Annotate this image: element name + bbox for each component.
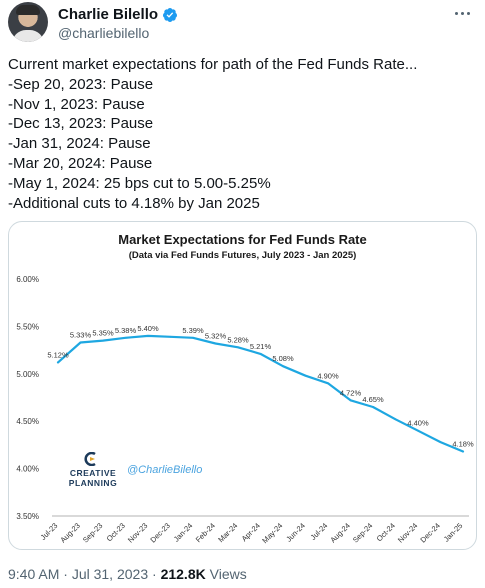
tweet-time[interactable]: 9:40 AM bbox=[8, 566, 60, 582]
tweet-line: -Sep 20, 2023: Pause bbox=[8, 75, 154, 93]
x-tick-label: Feb-24 bbox=[194, 521, 217, 544]
avatar[interactable] bbox=[8, 2, 48, 42]
logo-text-line-2: PLANNING bbox=[68, 477, 118, 488]
data-label: 5.39% bbox=[182, 326, 204, 335]
chart-image-card[interactable]: Market Expectations for Fed Funds Rate (… bbox=[8, 221, 477, 550]
data-label: 4.90% bbox=[317, 371, 339, 380]
data-point bbox=[237, 346, 239, 349]
tweet-line: -May 1, 2024: 25 bps cut to 5.00-5.25% bbox=[8, 174, 271, 192]
footer-separator: · bbox=[63, 566, 68, 582]
chart-title: Market Expectations for Fed Funds Rate bbox=[118, 232, 367, 247]
data-label: 4.40% bbox=[407, 419, 429, 428]
tweet-line: -Mar 20, 2024: Pause bbox=[8, 154, 153, 172]
data-point bbox=[102, 339, 104, 342]
x-tick-label: Nov-23 bbox=[126, 521, 149, 544]
data-point bbox=[124, 336, 127, 339]
data-point bbox=[327, 382, 329, 385]
data-point bbox=[282, 365, 284, 368]
data-point bbox=[439, 441, 442, 443]
chart-subtitle: (Data via Fed Funds Futures, July 2023 -… bbox=[128, 250, 357, 261]
tweet-text: Current market expectations for path of … bbox=[8, 55, 478, 213]
tweet-footer: 9:40 AM · Jul 31, 2023 · 212.8K Views bbox=[8, 566, 247, 582]
x-tick-label: Jan-25 bbox=[442, 521, 465, 544]
chart-plot: 6.00%5.50%5.00%4.50%4.00%3.50%Jul-23 Aug-… bbox=[16, 275, 474, 545]
tweet-date[interactable]: Jul 31, 2023 bbox=[71, 566, 149, 582]
data-point bbox=[394, 418, 397, 421]
x-tick-label: Jul-24 bbox=[309, 521, 330, 542]
y-tick-label: 5.50% bbox=[16, 322, 39, 331]
x-tick-label: Sep-23 bbox=[81, 521, 104, 544]
data-point bbox=[214, 342, 217, 345]
data-label: 5.40% bbox=[137, 324, 159, 333]
logo-mark-icon bbox=[84, 452, 96, 466]
data-point bbox=[147, 334, 149, 337]
data-label: 5.35% bbox=[92, 329, 114, 338]
x-tick-label: Dec-23 bbox=[148, 521, 171, 544]
data-label: 5.28% bbox=[227, 335, 249, 344]
data-point bbox=[57, 361, 59, 364]
tweet-line: Current market expectations for path of … bbox=[8, 56, 418, 73]
x-tick-label: Jul-23 bbox=[39, 521, 60, 542]
x-tick-label: Aug-24 bbox=[328, 521, 351, 544]
tweet-line: -Nov 1, 2023: Pause bbox=[8, 95, 145, 113]
author-handle[interactable]: @charliebilello bbox=[58, 25, 150, 41]
footer-separator: · bbox=[152, 566, 157, 582]
views-label: Views bbox=[209, 566, 247, 582]
creative-planning-logo: CREATIVE PLANNING bbox=[59, 452, 129, 494]
logo-text: CREATIVE PLANNING bbox=[59, 468, 127, 488]
x-tick-label: Apr-24 bbox=[240, 521, 262, 543]
data-label: 5.12% bbox=[47, 350, 69, 359]
avatar-hair bbox=[16, 5, 40, 15]
x-tick-label: Mar-24 bbox=[216, 521, 239, 544]
watermark-handle: @CharlieBilello bbox=[127, 464, 203, 476]
data-point bbox=[372, 406, 374, 408]
data-point bbox=[304, 374, 307, 377]
x-tick-label: Nov-24 bbox=[396, 521, 419, 544]
more-options-icon[interactable] bbox=[451, 6, 473, 20]
author-name[interactable]: Charlie Bilello bbox=[58, 6, 159, 23]
verified-badge-icon bbox=[163, 7, 178, 22]
data-label: 4.18% bbox=[452, 440, 474, 449]
y-tick-label: 5.00% bbox=[16, 370, 39, 379]
tweet-header: Charlie Bilello @charliebilello bbox=[8, 2, 477, 50]
y-tick-label: 4.00% bbox=[16, 465, 39, 474]
data-point bbox=[79, 341, 82, 344]
data-label: 5.21% bbox=[250, 342, 272, 351]
x-tick-label: Sep-24 bbox=[351, 521, 374, 544]
data-label: 5.38% bbox=[115, 326, 137, 335]
x-tick-label: Dec-24 bbox=[418, 521, 441, 544]
views-count: 212.8K bbox=[160, 566, 206, 582]
data-point bbox=[462, 450, 464, 453]
data-label: 4.65% bbox=[362, 395, 384, 404]
data-point bbox=[259, 352, 262, 355]
avatar-shirt bbox=[12, 30, 44, 42]
x-tick-label: May-24 bbox=[260, 521, 284, 545]
y-tick-label: 4.50% bbox=[16, 417, 39, 426]
data-label: 5.33% bbox=[70, 331, 92, 340]
data-label: 4.72% bbox=[340, 388, 362, 397]
x-tick-label: Aug-23 bbox=[58, 521, 81, 544]
logo-text-line-1: CREATIVE bbox=[69, 468, 117, 478]
data-label: 5.08% bbox=[272, 354, 294, 363]
author-name-row: Charlie Bilello bbox=[58, 6, 178, 23]
data-point bbox=[349, 399, 352, 402]
data-point bbox=[169, 335, 172, 338]
data-label: 5.32% bbox=[205, 331, 227, 340]
data-point bbox=[417, 429, 419, 432]
x-tick-label: Oct-24 bbox=[375, 521, 397, 543]
x-tick-label: Jun-24 bbox=[284, 521, 307, 544]
data-point bbox=[192, 336, 194, 339]
y-tick-label: 6.00% bbox=[16, 275, 39, 284]
x-tick-label: Oct-23 bbox=[105, 521, 127, 543]
y-tick-label: 3.50% bbox=[16, 512, 39, 521]
tweet-line: -Additional cuts to 4.18% by Jan 2025 bbox=[8, 194, 260, 212]
tweet-line: -Dec 13, 2023: Pause bbox=[8, 115, 154, 133]
x-tick-label: Jan-24 bbox=[172, 521, 195, 544]
tweet-line: -Jan 31, 2024: Pause bbox=[8, 135, 151, 153]
